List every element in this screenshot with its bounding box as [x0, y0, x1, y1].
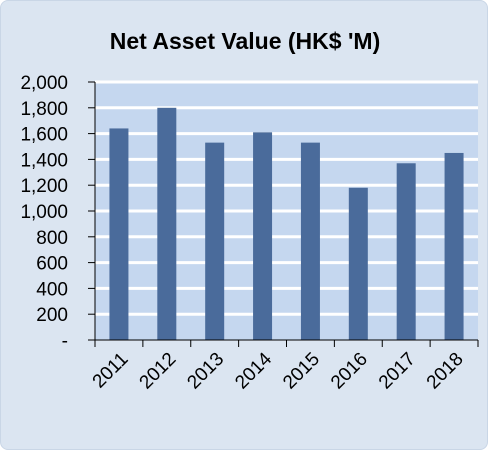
- y-tick-label: 200: [36, 305, 68, 326]
- y-tick-label: -: [62, 331, 68, 352]
- bars: [109, 107, 464, 340]
- x-tick-label: 2012: [136, 349, 181, 394]
- x-tick-label: 2017: [375, 349, 420, 394]
- y-tick-label: 600: [36, 254, 68, 275]
- bar-2012: [157, 107, 177, 340]
- bar-2014: [253, 132, 273, 340]
- x-tick-label: 2018: [423, 349, 468, 394]
- y-tick-label: 1,200: [20, 176, 68, 197]
- bar-2015: [300, 142, 320, 340]
- x-tick-label: 2015: [279, 349, 324, 394]
- bar-2017: [396, 163, 416, 340]
- x-tick-labels: 2011 2012 2013 2014 2015 2016 2017 2018: [89, 348, 468, 393]
- bar-2016: [348, 187, 368, 340]
- bar-2018: [444, 152, 464, 340]
- bar-2013: [205, 142, 225, 340]
- x-tick-label: 2014: [231, 348, 276, 393]
- y-tick-label: 1,800: [20, 99, 68, 120]
- x-tick-label: 2016: [327, 349, 372, 394]
- y-tick-labels: - 200 400 600 800 1,000 1,200 1,400 1,600 1,800 2,…: [20, 73, 68, 352]
- axes: [88, 81, 479, 347]
- bar-2011: [109, 128, 129, 340]
- x-tick-label: 2013: [183, 349, 228, 394]
- y-tick-label: 400: [36, 279, 68, 300]
- y-tick-label: 1,000: [20, 202, 68, 223]
- y-tick-label: 1,400: [20, 150, 68, 171]
- x-tick-label: 2011: [89, 349, 133, 393]
- chart-title: Net Asset Value (HK$ 'M): [110, 28, 380, 54]
- y-tick-label: 1,600: [20, 125, 68, 146]
- y-tick-label: 800: [36, 228, 68, 249]
- y-tick-label: 2,000: [20, 73, 68, 94]
